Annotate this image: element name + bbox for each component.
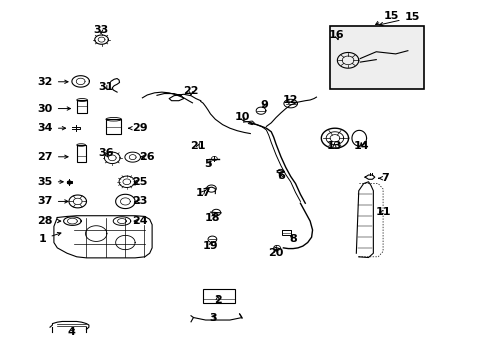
Text: 27: 27 <box>37 152 68 162</box>
Text: 14: 14 <box>353 141 368 151</box>
Text: 11: 11 <box>375 207 390 217</box>
Text: 6: 6 <box>277 171 285 181</box>
Text: 37: 37 <box>38 197 68 206</box>
Bar <box>77 100 87 113</box>
Text: 20: 20 <box>268 248 283 258</box>
Text: 17: 17 <box>195 188 210 198</box>
Text: 2: 2 <box>213 295 221 305</box>
Text: 3: 3 <box>209 312 216 323</box>
Text: 15: 15 <box>379 13 419 26</box>
Text: 28: 28 <box>37 216 61 226</box>
Bar <box>282 230 290 235</box>
Text: 21: 21 <box>190 141 205 151</box>
Text: 26: 26 <box>139 152 155 162</box>
Text: 30: 30 <box>38 104 70 113</box>
Text: 23: 23 <box>132 197 147 206</box>
Bar <box>203 289 234 303</box>
Text: 35: 35 <box>38 177 63 187</box>
Circle shape <box>67 181 71 184</box>
Text: 24: 24 <box>132 216 147 226</box>
Text: 31: 31 <box>98 82 113 92</box>
Bar <box>329 26 424 89</box>
Text: 29: 29 <box>128 123 147 133</box>
Text: 9: 9 <box>260 100 267 110</box>
Text: 34: 34 <box>37 123 65 133</box>
Bar <box>77 145 85 162</box>
Text: 36: 36 <box>98 148 113 158</box>
Text: 32: 32 <box>38 77 68 87</box>
Bar <box>106 119 121 134</box>
Text: 22: 22 <box>183 86 198 96</box>
Text: 4: 4 <box>68 327 76 337</box>
Text: 16: 16 <box>328 30 344 40</box>
Text: 19: 19 <box>202 241 218 251</box>
Text: 18: 18 <box>205 212 220 222</box>
Text: 12: 12 <box>283 95 298 105</box>
Text: 10: 10 <box>234 112 249 122</box>
Text: 5: 5 <box>204 159 211 169</box>
Text: 13: 13 <box>326 141 342 151</box>
Text: 7: 7 <box>378 173 388 183</box>
Text: 25: 25 <box>132 177 147 187</box>
Bar <box>282 230 290 233</box>
Text: 1: 1 <box>39 233 61 244</box>
Text: 8: 8 <box>289 234 296 244</box>
Text: 15: 15 <box>375 11 399 24</box>
Text: 33: 33 <box>93 25 108 35</box>
